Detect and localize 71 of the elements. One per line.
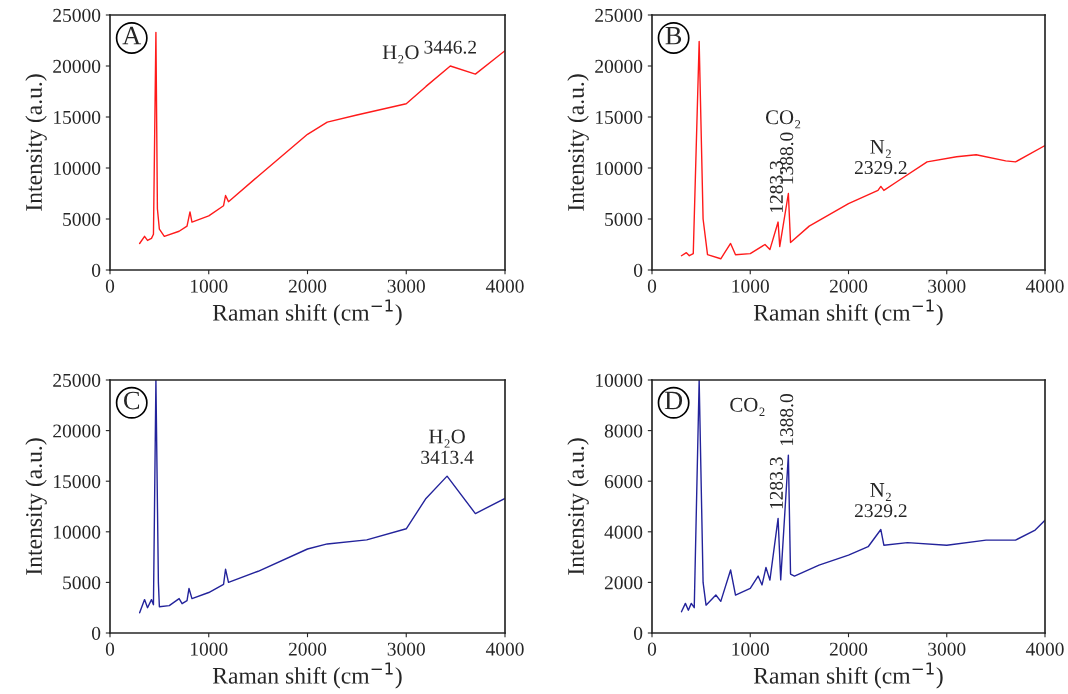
x-tick-label: 3000 bbox=[928, 279, 966, 293]
annotation: CO₂ bbox=[765, 110, 801, 129]
x-tick-label: 2000 bbox=[288, 279, 327, 293]
y-tick-label: 0 bbox=[633, 626, 643, 640]
y-tick-label: 15000 bbox=[54, 475, 101, 489]
y-tick-label: 20000 bbox=[53, 424, 101, 438]
x-tick-label: 3000 bbox=[387, 279, 425, 293]
y-axis-title: Intensity (a.u.) bbox=[25, 74, 47, 211]
x-tick-label: 1000 bbox=[732, 279, 769, 293]
x-tick-label: 1000 bbox=[191, 279, 228, 293]
x-axis-title: Raman shift (cm$^{−1}$) bbox=[753, 662, 943, 689]
y-axis-title: Intensity (a.u.) bbox=[25, 438, 47, 575]
y-tick-label: 5000 bbox=[605, 212, 643, 226]
y-tick-label: 10000 bbox=[596, 161, 643, 175]
y-tick-label: 10000 bbox=[596, 373, 643, 387]
annotation: 3446.2 bbox=[424, 40, 476, 54]
y-tick-label: 0 bbox=[633, 263, 643, 277]
y-tick-label: 25000 bbox=[595, 8, 643, 22]
y-axis-title: Intensity (a.u.) bbox=[567, 74, 589, 211]
x-tick-label: 4000 bbox=[485, 642, 524, 656]
x-tick-label: 1000 bbox=[732, 642, 769, 656]
y-tick-label: 0 bbox=[91, 626, 101, 640]
x-axis-title: Raman shift (cm$^{−1}$) bbox=[753, 299, 943, 326]
y-tick-label: 6000 bbox=[604, 475, 643, 489]
x-tick-label: 3000 bbox=[928, 642, 966, 656]
y-tick-label: 15000 bbox=[54, 110, 101, 124]
y-tick-label: 10000 bbox=[54, 161, 101, 175]
y-tick-label: 20000 bbox=[53, 59, 101, 73]
x-tick-label: 0 bbox=[647, 642, 657, 656]
x-tick-label: 2000 bbox=[288, 642, 327, 656]
y-tick-label: 25000 bbox=[53, 373, 101, 387]
y-tick-label: 15000 bbox=[596, 110, 643, 124]
x-tick-label: 4000 bbox=[485, 279, 524, 293]
y-tick-label: 25000 bbox=[53, 8, 101, 22]
y-tick-label: 4000 bbox=[604, 525, 643, 539]
line-series bbox=[680, 380, 1045, 613]
line-series bbox=[138, 380, 505, 614]
x-axis-title: Raman shift (cm$^{−1}$) bbox=[212, 662, 402, 689]
annotation: CO₂ bbox=[730, 397, 765, 416]
y-axis-title: Intensity (a.u.) bbox=[567, 438, 589, 575]
annotation: H₂O bbox=[382, 45, 419, 64]
x-axis-title: Raman shift (cm$^{−1}$) bbox=[212, 299, 402, 326]
annotation: H₂O bbox=[429, 429, 465, 448]
annotation: C bbox=[124, 391, 140, 410]
annotation: 1388.0 bbox=[780, 394, 794, 446]
x-tick-label: 4000 bbox=[1025, 642, 1064, 656]
x-tick-label: 1000 bbox=[191, 642, 228, 656]
y-tick-label: 2000 bbox=[604, 576, 643, 590]
annotation: A bbox=[122, 26, 142, 45]
annotation: 2329.2 bbox=[854, 504, 907, 518]
y-tick-label: 5000 bbox=[63, 212, 101, 226]
x-tick-label: 3000 bbox=[387, 642, 425, 656]
annotation: 3413.4 bbox=[421, 450, 474, 464]
line-series bbox=[680, 40, 1045, 260]
annotation: B bbox=[665, 27, 682, 45]
x-tick-label: 0 bbox=[105, 642, 115, 656]
y-tick-label: 10000 bbox=[54, 525, 101, 539]
x-tick-label: 2000 bbox=[829, 642, 868, 656]
x-tick-label: 4000 bbox=[1025, 279, 1064, 293]
y-tick-label: 5000 bbox=[63, 576, 101, 590]
annotation: N₂ bbox=[870, 483, 891, 501]
y-tick-label: 0 bbox=[91, 263, 101, 277]
annotation: D bbox=[664, 391, 683, 410]
annotation: 2329.2 bbox=[854, 161, 907, 175]
x-tick-label: 2000 bbox=[829, 279, 868, 293]
y-tick-label: 20000 bbox=[595, 59, 643, 73]
annotation: 1283.3 bbox=[769, 457, 784, 509]
y-tick-label: 8000 bbox=[604, 424, 643, 438]
annotation: N₂ bbox=[870, 139, 891, 158]
x-tick-label: 0 bbox=[647, 279, 657, 293]
x-tick-label: 0 bbox=[105, 279, 115, 293]
